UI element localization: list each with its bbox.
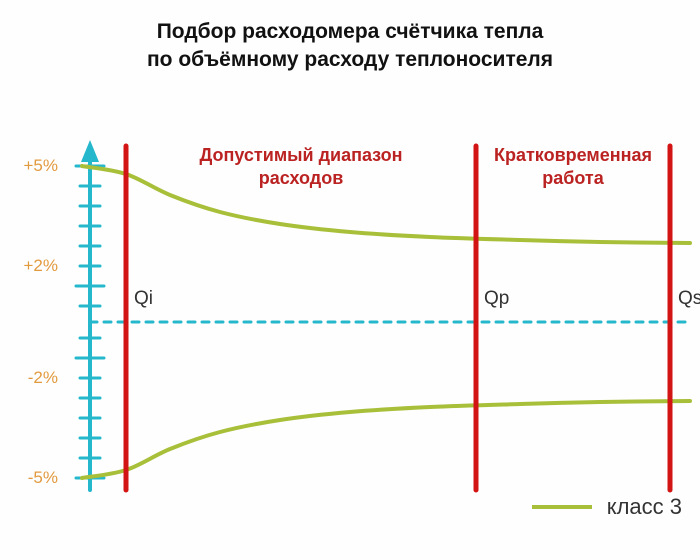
y-label: +2% (8, 256, 58, 276)
legend: класс 3 (532, 494, 682, 520)
x-label-Qs: Qs (678, 288, 700, 310)
curve-lower (82, 401, 690, 478)
x-label-Qp: Qp (484, 288, 509, 310)
range-label: Кратковременнаяработа (453, 144, 693, 191)
flow-error-chart: +5% +2% -2% -5% Qi Qp Qs Допустимый диапазонр… (0, 110, 700, 530)
x-label-Qi: Qi (134, 288, 153, 310)
chart-title: Подбор расходомера счётчика тепла по объ… (0, 18, 700, 75)
title-line1: Подбор расходомера счётчика тепла (0, 18, 700, 46)
y-label: -5% (8, 468, 58, 488)
y-label: +5% (8, 156, 58, 176)
y-label: -2% (8, 368, 58, 388)
title-line2: по объёмному расходу теплоносителя (0, 46, 700, 74)
legend-label: класс 3 (607, 494, 682, 519)
legend-swatch (532, 505, 592, 509)
range-label: Допустимый диапазонрасходов (181, 144, 421, 191)
